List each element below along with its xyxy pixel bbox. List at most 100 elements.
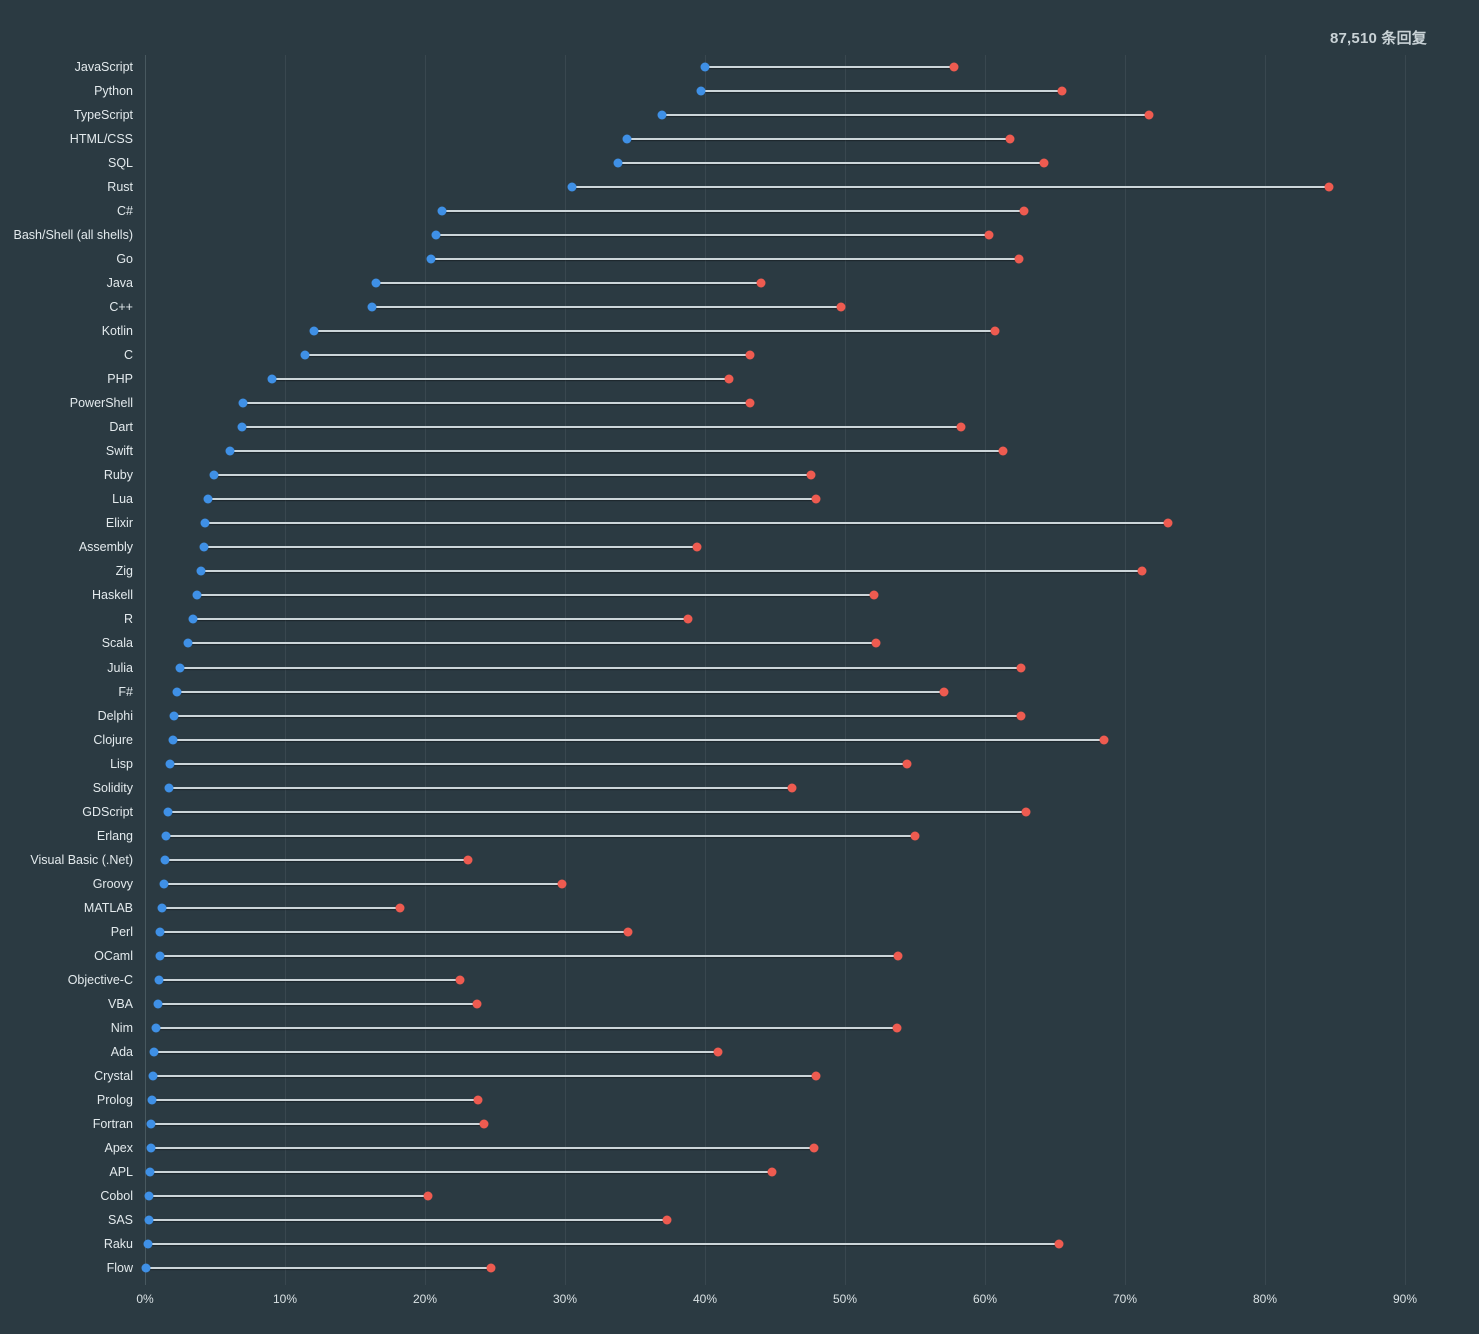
red-dot[interactable] <box>1144 110 1154 120</box>
red-dot[interactable] <box>1021 807 1031 817</box>
blue-dot[interactable] <box>145 1167 155 1177</box>
blue-dot[interactable] <box>169 711 179 721</box>
red-dot[interactable] <box>836 302 846 312</box>
red-dot[interactable] <box>1099 735 1109 745</box>
red-dot[interactable] <box>1016 663 1026 672</box>
blue-dot[interactable] <box>200 518 210 528</box>
red-dot[interactable] <box>1324 182 1334 192</box>
blue-dot[interactable] <box>172 687 182 697</box>
blue-dot[interactable] <box>149 1047 159 1057</box>
blue-dot[interactable] <box>143 1239 153 1249</box>
red-dot[interactable] <box>910 831 920 841</box>
red-dot[interactable] <box>990 326 1000 336</box>
red-dot[interactable] <box>395 903 405 913</box>
red-dot[interactable] <box>893 951 903 961</box>
red-dot[interactable] <box>1163 518 1173 528</box>
red-dot[interactable] <box>455 975 465 985</box>
blue-dot[interactable] <box>199 542 209 552</box>
blue-dot[interactable] <box>209 470 219 480</box>
blue-dot[interactable] <box>157 903 167 913</box>
red-dot[interactable] <box>902 759 912 769</box>
blue-dot[interactable] <box>371 278 381 288</box>
red-dot[interactable] <box>472 999 482 1009</box>
red-dot[interactable] <box>811 494 821 504</box>
blue-dot[interactable] <box>238 398 248 408</box>
red-dot[interactable] <box>787 783 797 793</box>
red-dot[interactable] <box>724 374 734 384</box>
blue-dot[interactable] <box>437 206 447 216</box>
red-dot[interactable] <box>486 1263 496 1273</box>
blue-dot[interactable] <box>146 1143 156 1153</box>
blue-dot[interactable] <box>696 86 706 96</box>
blue-dot[interactable] <box>168 735 178 745</box>
red-dot[interactable] <box>692 542 702 552</box>
blue-dot[interactable] <box>155 927 165 937</box>
red-dot[interactable] <box>811 1071 821 1081</box>
red-dot[interactable] <box>806 470 816 480</box>
red-dot[interactable] <box>939 687 949 697</box>
red-dot[interactable] <box>473 1095 483 1105</box>
red-dot[interactable] <box>479 1119 489 1129</box>
red-dot[interactable] <box>1019 206 1029 216</box>
red-dot[interactable] <box>745 398 755 408</box>
blue-dot[interactable] <box>267 374 277 384</box>
red-dot[interactable] <box>683 614 693 624</box>
red-dot[interactable] <box>1057 86 1067 96</box>
red-dot[interactable] <box>756 278 766 288</box>
red-dot[interactable] <box>713 1047 723 1057</box>
blue-dot[interactable] <box>622 134 632 144</box>
blue-dot[interactable] <box>164 783 174 793</box>
red-dot[interactable] <box>1039 158 1049 168</box>
red-dot[interactable] <box>745 350 755 360</box>
blue-dot[interactable] <box>657 110 667 120</box>
blue-dot[interactable] <box>144 1191 154 1201</box>
blue-dot[interactable] <box>151 1023 160 1033</box>
red-dot[interactable] <box>557 879 567 889</box>
blue-dot[interactable] <box>141 1263 151 1273</box>
red-dot[interactable] <box>949 62 959 72</box>
blue-dot[interactable] <box>426 254 436 264</box>
blue-dot[interactable] <box>165 759 175 769</box>
blue-dot[interactable] <box>567 182 577 192</box>
blue-dot[interactable] <box>203 494 213 504</box>
blue-dot[interactable] <box>192 590 202 600</box>
blue-dot[interactable] <box>367 302 377 312</box>
blue-dot[interactable] <box>160 855 170 865</box>
blue-dot[interactable] <box>237 422 247 432</box>
blue-dot[interactable] <box>161 831 171 841</box>
red-dot[interactable] <box>623 927 633 937</box>
red-dot[interactable] <box>998 446 1008 456</box>
blue-dot[interactable] <box>159 879 169 889</box>
blue-dot[interactable] <box>146 1119 156 1129</box>
red-dot[interactable] <box>984 230 994 240</box>
red-dot[interactable] <box>1014 254 1024 264</box>
blue-dot[interactable] <box>613 158 623 168</box>
red-dot[interactable] <box>892 1023 902 1033</box>
blue-dot[interactable] <box>144 1215 154 1225</box>
red-dot[interactable] <box>1016 711 1026 721</box>
red-dot[interactable] <box>423 1191 433 1201</box>
blue-dot[interactable] <box>309 326 319 336</box>
blue-dot[interactable] <box>155 951 165 961</box>
blue-dot[interactable] <box>431 230 441 240</box>
blue-dot[interactable] <box>225 446 235 456</box>
red-dot[interactable] <box>956 422 966 432</box>
blue-dot[interactable] <box>175 663 185 672</box>
red-dot[interactable] <box>1005 134 1015 144</box>
blue-dot[interactable] <box>147 1095 157 1105</box>
red-dot[interactable] <box>1137 566 1147 576</box>
blue-dot[interactable] <box>300 350 310 360</box>
blue-dot[interactable] <box>153 999 163 1009</box>
red-dot[interactable] <box>463 855 473 865</box>
red-dot[interactable] <box>767 1167 777 1177</box>
blue-dot[interactable] <box>188 614 198 624</box>
blue-dot[interactable] <box>148 1071 158 1081</box>
red-dot[interactable] <box>869 590 879 600</box>
blue-dot[interactable] <box>700 62 710 72</box>
red-dot[interactable] <box>662 1215 672 1225</box>
blue-dot[interactable] <box>196 566 206 576</box>
red-dot[interactable] <box>809 1143 819 1153</box>
blue-dot[interactable] <box>154 975 164 985</box>
blue-dot[interactable] <box>163 807 173 817</box>
red-dot[interactable] <box>1054 1239 1064 1249</box>
